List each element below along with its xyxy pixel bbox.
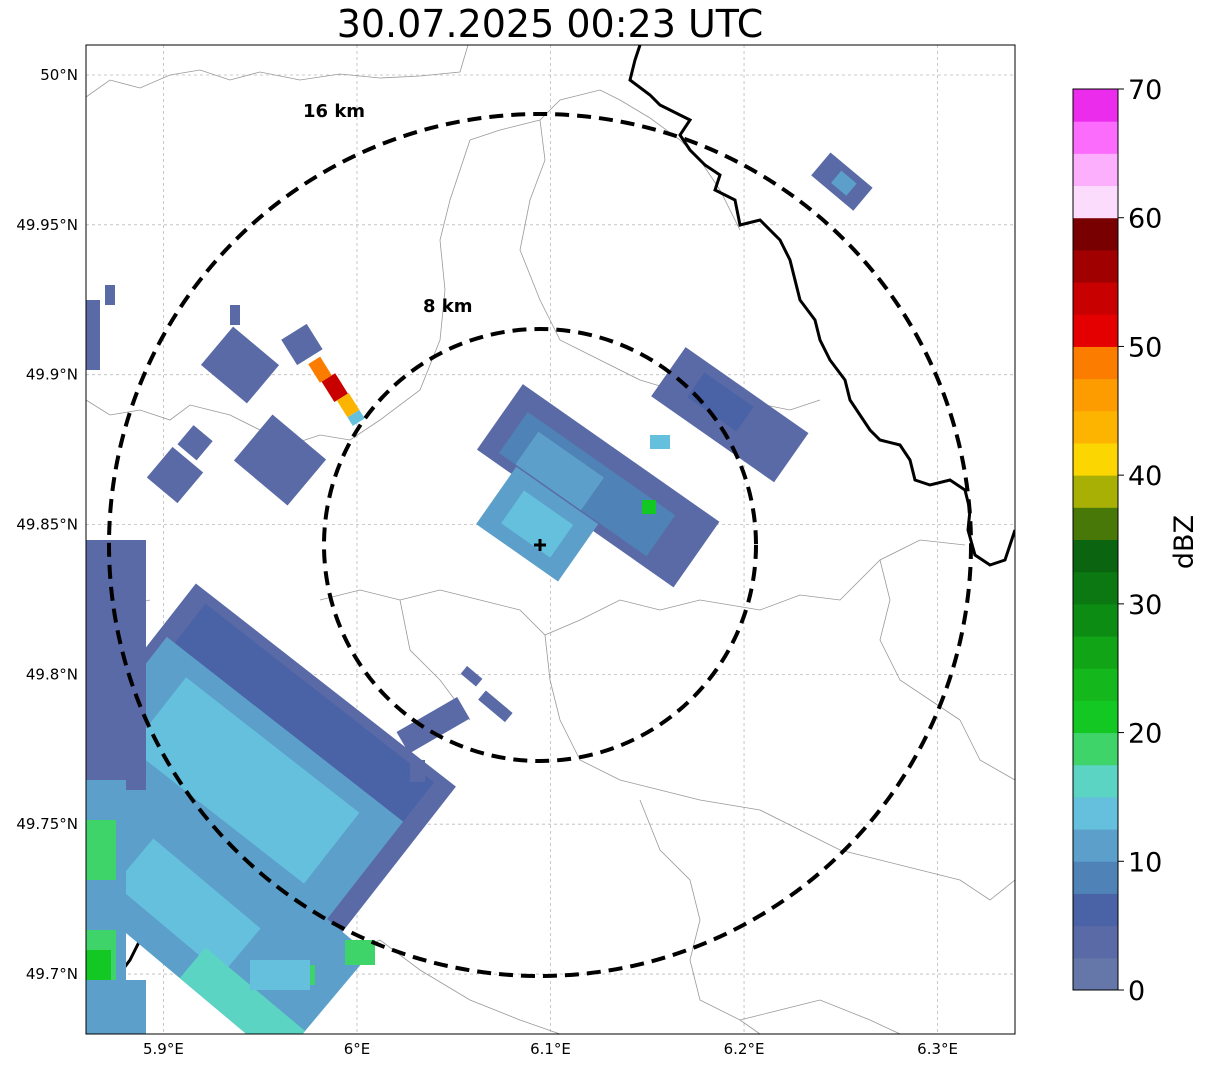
- colorbar-ticks: 0 10 20 30 40 50 60 70: [1118, 75, 1162, 1007]
- colorbar-segment: [1073, 282, 1118, 315]
- colorbar-segment: [1073, 829, 1118, 862]
- lon-tick-label: 6.3°E: [917, 1040, 958, 1058]
- colorbar-tick-label: 20: [1128, 719, 1162, 750]
- national-border: [628, 45, 1015, 567]
- colorbar-segment: [1073, 442, 1118, 476]
- map-title: 30.07.2025 00:23 UTC: [336, 2, 764, 46]
- colorbar-segment: [1073, 475, 1118, 508]
- colorbar-segment: [1073, 185, 1118, 219]
- colorbar-label: dBZ: [1169, 515, 1200, 569]
- colorbar-segment: [1073, 410, 1118, 444]
- radar-site-marker: [534, 539, 546, 551]
- colorbar-segment: [1073, 217, 1118, 251]
- range-ring-8km: [322, 327, 758, 763]
- colorbar-segment: [1073, 893, 1118, 927]
- lat-tick-label: 49.8°N: [26, 665, 78, 683]
- colorbar-tick-label: 30: [1128, 590, 1162, 621]
- ring-label-16km: 16 km: [303, 101, 365, 122]
- colorbar-tick-label: 60: [1128, 204, 1162, 235]
- colorbar-segment: [1073, 861, 1118, 894]
- colorbar-frame: [1072, 88, 1119, 991]
- colorbar-segment: [1073, 636, 1118, 669]
- colorbar-segment: [1073, 346, 1118, 380]
- colorbar-segment: [1073, 603, 1118, 637]
- colorbar-tick-label: 0: [1128, 976, 1145, 1007]
- colorbar: [1072, 88, 1119, 991]
- lon-tick-label: 6.1°E: [530, 1040, 571, 1058]
- colorbar-segment: [1073, 153, 1118, 187]
- colorbar-tick-label: 40: [1128, 461, 1162, 492]
- radar-echoes: [86, 152, 873, 1034]
- colorbar-segment: [1073, 539, 1118, 573]
- lon-tick-label: 6.2°E: [724, 1040, 765, 1058]
- colorbar-segment: [1073, 378, 1118, 412]
- colorbar-segment: [1073, 249, 1118, 283]
- latitude-tick-labels: 50°N 49.95°N 49.9°N 49.85°N 49.8°N 49.75°N 49.…: [16, 66, 78, 983]
- colorbar-tick-label: 10: [1128, 847, 1162, 878]
- colorbar-segment: [1073, 925, 1118, 959]
- longitude-tick-labels: 5.9°E 6°E 6.1°E 6.2°E 6.3°E: [143, 1040, 958, 1058]
- lat-tick-label: 49.95°N: [16, 216, 78, 234]
- colorbar-segment: [1073, 764, 1118, 798]
- colorbar-tick-label: 50: [1128, 332, 1162, 363]
- colorbar-segment: [1073, 89, 1118, 122]
- lon-tick-label: 5.9°E: [143, 1040, 184, 1058]
- colorbar-segment: [1073, 700, 1118, 734]
- colorbar-segment: [1073, 121, 1118, 154]
- colorbar-segment: [1073, 571, 1118, 605]
- colorbar-segment: [1073, 796, 1118, 830]
- lat-tick-label: 49.7°N: [26, 965, 78, 983]
- colorbar-segment: [1073, 507, 1118, 540]
- colorbar-segment: [1073, 668, 1118, 701]
- plot-frame: [85, 44, 1016, 1035]
- colorbar-segment: [1073, 314, 1118, 347]
- colorbar-segment: [1073, 732, 1118, 766]
- ring-label-8km: 8 km: [423, 296, 473, 317]
- lat-tick-label: 49.9°N: [26, 366, 78, 384]
- lat-tick-label: 49.85°N: [16, 516, 78, 534]
- colorbar-tick-label: 70: [1128, 75, 1162, 106]
- lon-tick-label: 6°E: [344, 1040, 371, 1058]
- range-ring-16km: [107, 112, 973, 978]
- lat-tick-label: 49.75°N: [16, 815, 78, 833]
- colorbar-segment: [1073, 957, 1118, 991]
- lat-tick-label: 50°N: [40, 66, 78, 84]
